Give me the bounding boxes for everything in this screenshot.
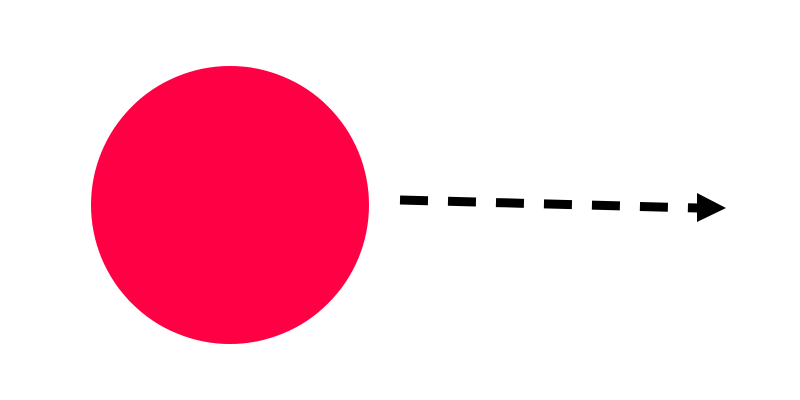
dashed-arrow — [399, 193, 726, 222]
dashed-arrow-line — [399, 195, 699, 213]
arrow-head-icon — [697, 193, 726, 222]
red-circle — [91, 66, 369, 344]
